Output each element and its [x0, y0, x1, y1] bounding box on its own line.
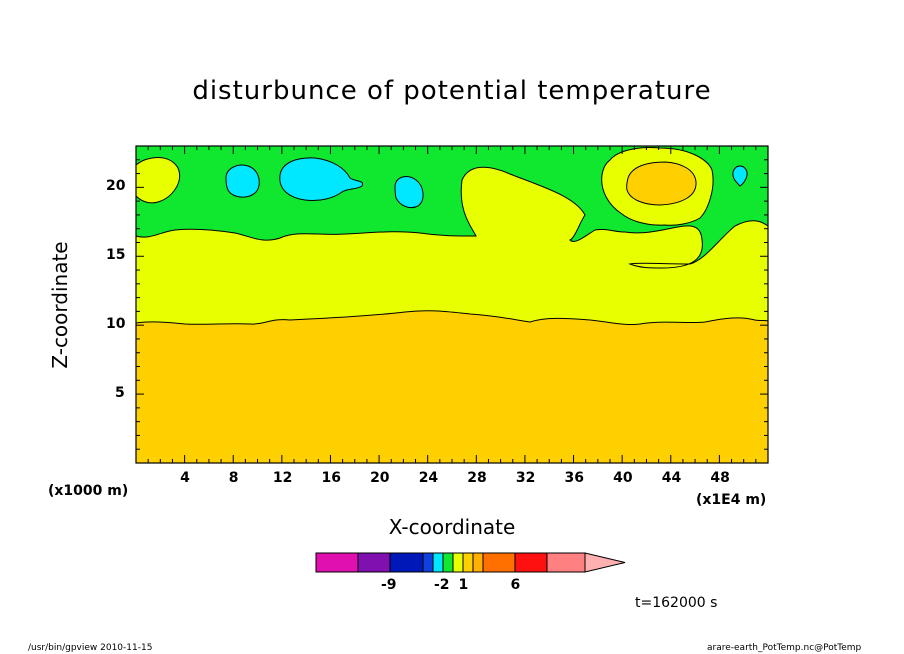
- y-tick-label: 10: [106, 316, 126, 333]
- colorbar-extend-arrow: [584, 552, 626, 573]
- chart-title: disturbunce of potential temperature: [192, 76, 712, 106]
- colorbar-swatch: [389, 552, 424, 573]
- x-tick-label: 48: [710, 470, 730, 486]
- x-tick-label: 28: [467, 470, 487, 486]
- colorbar-swatch: [422, 552, 434, 573]
- y-axis-label: Z-coordinate: [48, 241, 72, 369]
- region-cold-cell-1: [225, 164, 260, 198]
- y-tick-label: 20: [106, 178, 126, 195]
- footer-left: /usr/bin/gpview 2010-11-15: [28, 643, 153, 653]
- time-label: t=162000 s: [635, 595, 718, 611]
- colorbar: [315, 552, 626, 573]
- colorbar-swatch: [482, 552, 516, 573]
- colorbar-swatch: [472, 552, 484, 573]
- y-unit-note: (x1E4 m): [696, 492, 767, 508]
- region-lower-layer: [135, 310, 769, 464]
- x-tick-label: 4: [180, 470, 190, 486]
- footer-right: arare-earth_PotTemp.nc@PotTemp: [707, 643, 862, 653]
- x-tick-label: 8: [228, 470, 239, 486]
- x-tick-label: 32: [515, 470, 536, 486]
- colorbar-swatch: [462, 552, 474, 573]
- y-tick-label: 5: [115, 385, 125, 402]
- colorbar-tick-label: 6: [510, 577, 521, 593]
- x-tick-label: 12: [272, 470, 293, 486]
- colorbar-swatch: [315, 552, 359, 573]
- colorbar-swatch: [442, 552, 454, 573]
- x-unit-note: (x1000 m): [48, 483, 129, 499]
- region-warm-cell: [626, 161, 697, 206]
- x-tick-label: 16: [321, 470, 341, 486]
- x-axis-label: X-coordinate: [388, 515, 516, 539]
- colorbar-tick-label: -9: [381, 577, 397, 593]
- colorbar-swatch: [357, 552, 391, 573]
- y-tick-label: 15: [106, 247, 126, 264]
- colorbar-tick-label: -2: [434, 577, 450, 593]
- axis-ticks: [136, 146, 768, 463]
- x-tick-label: 36: [564, 470, 585, 486]
- region-left-blob: [135, 157, 180, 204]
- x-tick-label: 24: [418, 470, 439, 486]
- colorbar-tick-label: 1: [458, 577, 469, 593]
- colorbar-swatch: [546, 552, 586, 573]
- x-tick-label: 44: [661, 470, 682, 486]
- colorbar-swatch: [452, 552, 464, 573]
- region-cold-cell-4: [732, 165, 748, 187]
- region-cold-cell-2: [279, 157, 364, 201]
- colorbar-swatch: [432, 552, 444, 573]
- x-tick-label: 40: [613, 470, 633, 486]
- colorbar-swatch: [514, 552, 548, 573]
- x-tick-label: 20: [370, 470, 390, 486]
- region-cold-cell-3: [394, 176, 424, 209]
